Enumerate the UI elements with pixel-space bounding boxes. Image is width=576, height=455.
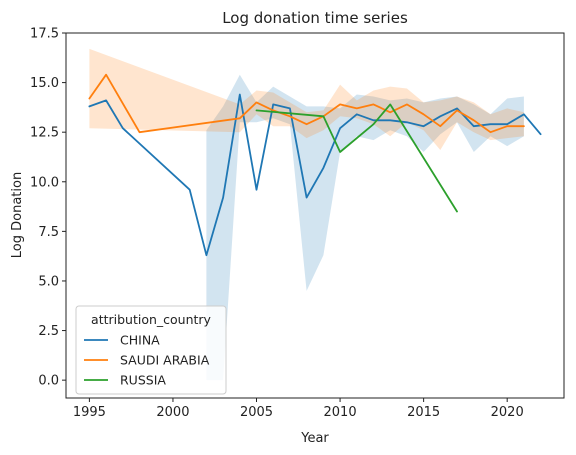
y-tick-label: 2.5 [38,324,59,339]
series-line-russia [255,103,458,213]
x-tick-label: 2010 [324,405,357,420]
series-line-china [88,93,542,257]
x-axis: 1995 2000 2005 2010 2015 2020 [73,398,524,420]
y-axis: 0.0 2.5 5.0 7.5 10.0 12.5 15.0 17.5 [30,27,66,389]
chart-title: Log donation time series [222,9,408,27]
legend-title: attribution_country [91,312,212,327]
series-lines [88,73,542,257]
x-tick-label: 2000 [156,405,189,420]
y-tick-label: 12.5 [30,126,59,141]
series-line-saudi-arabia [88,73,525,134]
x-axis-label: Year [300,431,329,446]
legend: attribution_country CHINA SAUDI ARABIA RUS… [75,305,227,395]
y-tick-label: 0.0 [38,374,59,389]
legend-box [75,305,227,395]
y-tick-label: 10.0 [30,175,59,190]
x-tick-label: 2015 [407,405,440,420]
legend-label-china: CHINA [120,333,160,348]
x-tick-label: 1995 [73,405,106,420]
legend-label-russia: RUSSIA [120,373,166,388]
y-tick-label: 5.0 [38,274,59,289]
plot-frame [65,32,565,399]
x-tick-label: 2005 [240,405,273,420]
x-tick-label: 2020 [491,405,524,420]
y-tick-label: 15.0 [30,76,59,91]
y-axis-label: Log Donation [10,172,25,258]
y-tick-label: 17.5 [30,27,59,42]
y-tick-label: 7.5 [38,225,59,240]
ci-band-saudi-arabia [89,48,524,150]
legend-label-saudi-arabia: SAUDI ARABIA [120,353,210,368]
